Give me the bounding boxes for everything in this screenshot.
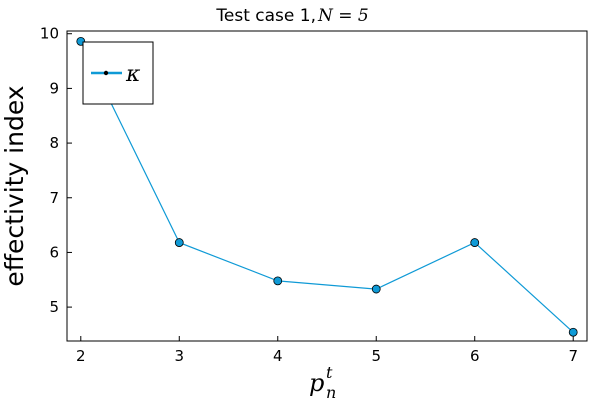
plot-frame [66,30,588,342]
x-tick-label: 6 [470,347,480,365]
y-tick-label: 10 [40,25,59,43]
y-axis-label: effectivity index [0,85,29,286]
x-tick-label: 2 [76,347,86,365]
series-layer [76,36,578,337]
y-tick-labels: 5 6 7 8 9 10 [40,25,59,316]
axis-ticks [67,33,574,341]
data-point [273,276,283,286]
data-point [568,327,578,337]
x-tick-label: 3 [174,347,184,365]
y-tick-label: 9 [49,79,59,97]
x-tick-label: 4 [273,347,283,365]
y-tick-label: 8 [49,134,59,152]
y-tick-label: 6 [49,243,59,261]
x-tick-labels: 2 3 4 5 6 7 [76,347,578,365]
chart-title: Test case 1, [215,6,316,26]
y-tick-label: 7 [49,189,59,207]
x-tick-label: 7 [568,347,578,365]
x-tick-label: 5 [371,347,381,365]
legend: κ [82,41,154,105]
data-point [470,238,480,247]
chart-title-math: N = 5 [317,6,369,26]
data-point [174,238,184,247]
data-point [371,284,381,294]
series-line [80,41,574,333]
x-axis-label: p t n [309,363,336,400]
x-axis-label-base: p [309,369,324,397]
x-axis-label-subscript: n [326,383,336,400]
x-axis-label-superscript: t [326,363,333,382]
legend-label: κ [125,62,141,87]
legend-swatch-marker [103,70,109,76]
y-tick-label: 5 [49,298,59,316]
